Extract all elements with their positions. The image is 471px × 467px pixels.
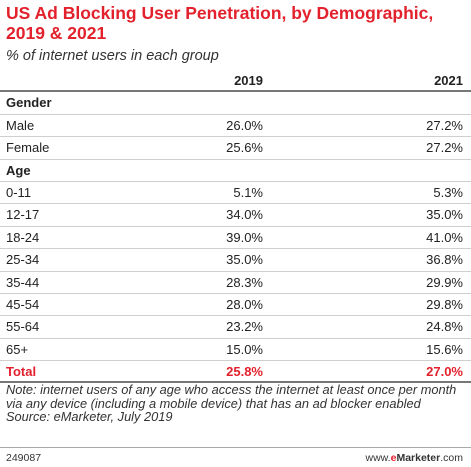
header-2021: 2021	[434, 73, 463, 88]
data-table: 2019 2021 Gender Male 26.0% 27.2% Female 25.6…	[0, 70, 471, 384]
row-label: 18-24	[6, 229, 40, 245]
value-2021: 27.2%	[426, 140, 463, 156]
chart-footer: 249087 www.eMarketer.com	[0, 447, 471, 467]
section-row: Age	[0, 160, 471, 182]
section-label: Age	[6, 162, 31, 178]
value-2019: 35.0%	[226, 252, 263, 268]
total-row: Total 25.8% 27.0%	[0, 361, 471, 384]
value-2021: 24.8%	[426, 319, 463, 335]
row-label: 0-11	[6, 184, 32, 200]
value-2019: 5.1%	[233, 184, 263, 200]
source-text: Source: eMarketer, July 2019	[6, 409, 173, 424]
table-row: 25-34 35.0% 36.8%	[0, 249, 471, 272]
total-2019: 25.8%	[226, 364, 263, 380]
chart-id: 249087	[6, 452, 42, 464]
table-row: 65+ 15.0% 15.6%	[0, 339, 471, 362]
value-2019: 39.0%	[226, 229, 263, 245]
value-2021: 29.9%	[426, 274, 463, 290]
row-label: Female	[6, 140, 50, 156]
brand-name: Marketer	[396, 452, 441, 464]
chart-subtitle: % of internet users in each group	[6, 48, 219, 64]
chart-note: Note: internet users of any age who acce…	[6, 383, 466, 424]
value-2021: 35.0%	[426, 207, 463, 223]
row-label: 35-44	[6, 274, 40, 290]
value-2019: 28.0%	[226, 296, 263, 312]
value-2019: 23.2%	[226, 319, 263, 335]
brand-suffix: .com	[440, 452, 463, 464]
total-label: Total	[6, 364, 37, 380]
value-2019: 26.0%	[226, 117, 263, 133]
table-header-row: 2019 2021	[0, 70, 471, 93]
row-label: 65+	[6, 341, 29, 357]
brand-prefix: www.	[365, 452, 391, 464]
value-2021: 36.8%	[426, 252, 463, 268]
section-row: Gender	[0, 92, 471, 115]
value-2021: 27.2%	[426, 117, 463, 133]
table-row: 0-11 5.1% 5.3%	[0, 182, 471, 205]
row-label: Male	[6, 117, 35, 133]
header-2019: 2019	[234, 73, 263, 88]
brand-e: e	[390, 452, 397, 464]
row-label: 45-54	[6, 296, 40, 312]
table-row: 18-24 39.0% 41.0%	[0, 227, 471, 250]
value-2021: 41.0%	[426, 229, 463, 245]
table-row: 45-54 28.0% 29.8%	[0, 294, 471, 317]
chart-title: US Ad Blocking User Penetration, by Demo…	[6, 3, 434, 43]
row-label: 12-17	[6, 207, 40, 223]
row-label: 25-34	[6, 252, 40, 268]
value-2019: 34.0%	[226, 207, 263, 223]
value-2019: 25.6%	[226, 140, 263, 156]
total-2021: 27.0%	[426, 364, 463, 380]
table-row: 12-17 34.0% 35.0%	[0, 204, 471, 227]
value-2019: 28.3%	[226, 274, 263, 290]
brand-logo[interactable]: www.eMarketer.com	[366, 449, 463, 467]
value-2021: 15.6%	[426, 341, 463, 357]
value-2021: 5.3%	[433, 184, 463, 200]
table-row: Female 25.6% 27.2%	[0, 137, 471, 160]
value-2019: 15.0%	[226, 341, 263, 357]
row-label: 55-64	[6, 319, 40, 335]
value-2021: 29.8%	[426, 296, 463, 312]
table-row: 55-64 23.2% 24.8%	[0, 316, 471, 339]
table-row: 35-44 28.3% 29.9%	[0, 272, 471, 294]
section-label: Gender	[6, 95, 52, 111]
note-text: Note: internet users of any age who acce…	[6, 382, 457, 411]
table-row: Male 26.0% 27.2%	[0, 115, 471, 138]
